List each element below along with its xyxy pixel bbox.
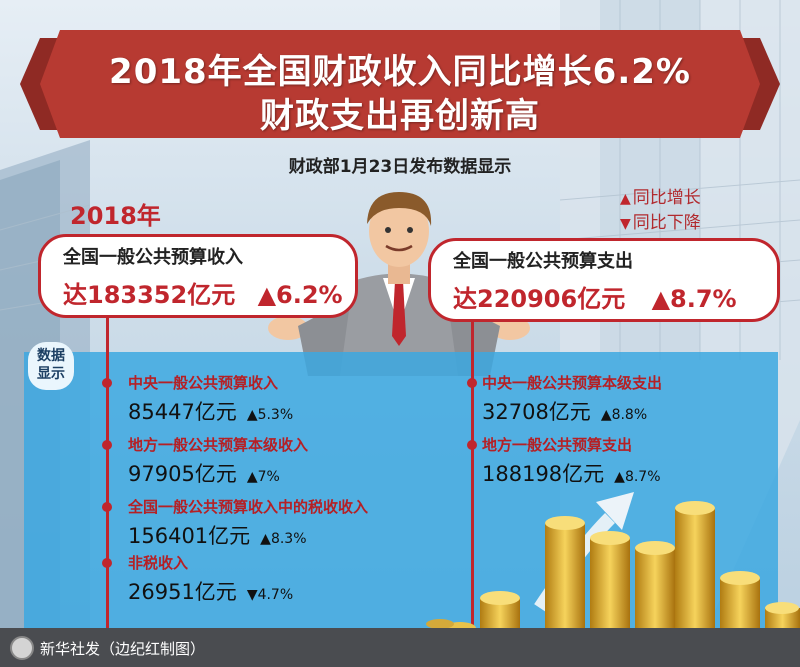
right-timeline: [471, 322, 474, 628]
legend: ▲ 同比增长 ▼ 同比下降: [620, 186, 701, 236]
subtitle: 财政部1月23日发布数据显示: [288, 157, 512, 177]
revenue-card-value-row: 达183352亿元 ▲6.2%: [63, 275, 355, 310]
left-item-value: 156401亿元 ▲8.3%: [128, 524, 307, 548]
left-item-label: 非税收入: [128, 554, 189, 572]
timeline-dot: [102, 440, 112, 450]
timeline-dot: [467, 378, 477, 388]
timeline-dot: [102, 558, 112, 568]
legend-up: ▲ 同比增长: [620, 188, 701, 208]
left-item-value: 97905亿元 ▲7%: [128, 462, 280, 486]
xinhua-logo-icon: [10, 636, 34, 660]
expenditure-card: 全国一般公共预算支出 达220906亿元 ▲8.7%: [428, 238, 780, 322]
expenditure-card-value-row: 达220906亿元 ▲8.7%: [453, 279, 777, 314]
page-title-line2: 财政支出再创新高: [260, 96, 540, 136]
up-triangle-icon: ▲: [620, 191, 631, 207]
down-triangle-icon: ▼: [620, 216, 631, 232]
left-item-label: 地方一般公共预算本级收入: [128, 436, 309, 454]
revenue-card: 全国一般公共预算收入 达183352亿元 ▲6.2%: [38, 234, 358, 318]
left-item-label: 全国一般公共预算收入中的税收收入: [128, 498, 369, 516]
expenditure-amount: 达220906亿元: [453, 285, 626, 313]
right-item-label: 中央一般公共预算本级支出: [482, 374, 663, 392]
footer-bar: 新华社发（边纪红制图）: [0, 628, 800, 667]
timeline-dot: [102, 502, 112, 512]
left-item-label: 中央一般公共预算收入: [128, 374, 279, 392]
footer-credit: 新华社发（边纪红制图）: [40, 640, 206, 658]
left-timeline: [106, 318, 109, 628]
left-item-value: 26951亿元 ▼4.7%: [128, 580, 294, 604]
right-item-value: 32708亿元 ▲8.8%: [482, 400, 648, 424]
revenue-amount: 达183352亿元: [63, 281, 236, 309]
legend-down: ▼ 同比下降: [620, 213, 701, 233]
revenue-card-title: 全国一般公共预算收入: [63, 247, 243, 268]
expenditure-change: ▲8.7%: [651, 285, 737, 313]
revenue-change: ▲6.2%: [257, 281, 343, 309]
timeline-dot: [467, 440, 477, 450]
expenditure-card-title: 全国一般公共预算支出: [453, 251, 633, 272]
right-item-label: 地方一般公共预算支出: [482, 436, 633, 454]
page-title: 2018年全国财政收入同比增长6.2%: [109, 52, 691, 92]
right-item-value: 188198亿元 ▲8.7%: [482, 462, 661, 486]
data-badge: 数据 显示: [28, 342, 74, 390]
left-item-value: 85447亿元 ▲5.3%: [128, 400, 294, 424]
timeline-dot: [102, 378, 112, 388]
year-label: 2018年: [70, 202, 161, 230]
title-ribbon: [20, 30, 780, 138]
